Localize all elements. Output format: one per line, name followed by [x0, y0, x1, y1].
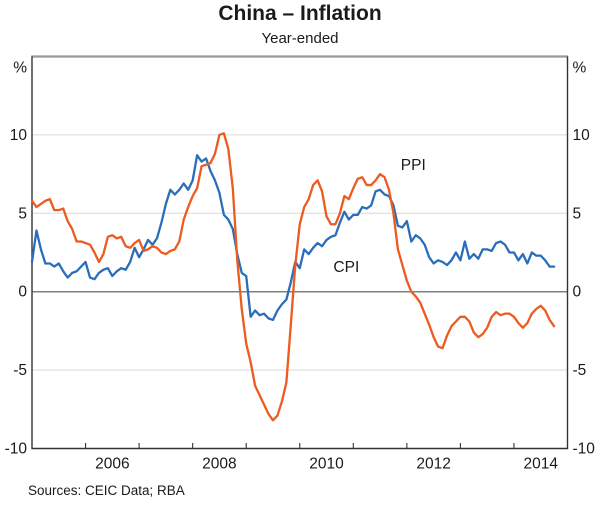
- series-label-cpi: CPI: [333, 259, 359, 276]
- x-tick-label: 2008: [202, 456, 236, 473]
- series-line-cpi: [30, 154, 556, 322]
- x-tick-label: 2014: [523, 456, 558, 473]
- plot-frame: [31, 56, 569, 450]
- y-tick-label-right: 5: [573, 205, 582, 222]
- y-tick-label-right: 0: [573, 284, 582, 301]
- y-tick-label-right: -5: [573, 362, 587, 379]
- y-tick-label-left: 5: [18, 205, 27, 222]
- y-axis-unit-left: %: [13, 60, 27, 77]
- sources-note: Sources: CEIC Data; RBA: [28, 483, 185, 498]
- y-tick-label-right: -10: [573, 441, 596, 458]
- chart-subtitle: Year-ended: [261, 30, 339, 47]
- x-tick-label: 2006: [95, 456, 129, 473]
- chart-title: China – Inflation: [218, 2, 382, 25]
- y-tick-label-left: -10: [5, 441, 28, 458]
- x-tick-label: 2012: [416, 456, 450, 473]
- series-line-ppi: [30, 132, 556, 422]
- y-tick-label-left: 10: [10, 127, 28, 144]
- y-axis-unit-right: %: [573, 60, 587, 77]
- series-label-ppi: PPI: [401, 157, 426, 174]
- x-tick-label: 2010: [309, 456, 344, 473]
- y-tick-label-left: 0: [18, 284, 27, 301]
- y-tick-label-right: 10: [573, 127, 591, 144]
- y-tick-label-left: -5: [13, 362, 27, 379]
